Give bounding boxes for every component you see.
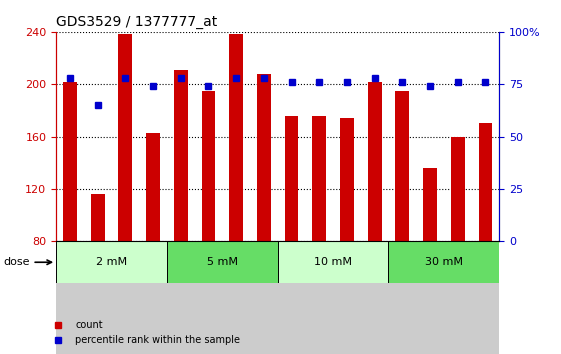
Bar xyxy=(91,194,104,241)
Bar xyxy=(56,241,499,354)
Bar xyxy=(174,70,188,241)
Bar xyxy=(388,241,499,283)
Bar xyxy=(479,124,493,241)
Bar xyxy=(396,91,410,241)
Text: 5 mM: 5 mM xyxy=(207,257,238,267)
Bar xyxy=(278,241,388,283)
Bar xyxy=(201,91,215,241)
Bar xyxy=(257,74,271,241)
Text: dose: dose xyxy=(3,257,52,267)
Bar xyxy=(284,116,298,241)
Bar xyxy=(56,241,167,283)
Bar xyxy=(229,34,243,241)
Text: GDS3529 / 1377777_at: GDS3529 / 1377777_at xyxy=(56,16,217,29)
Bar xyxy=(423,168,437,241)
Text: 2 mM: 2 mM xyxy=(96,257,127,267)
Text: 10 mM: 10 mM xyxy=(314,257,352,267)
Bar xyxy=(63,82,77,241)
Bar xyxy=(340,118,354,241)
Bar xyxy=(367,82,381,241)
Text: 30 mM: 30 mM xyxy=(425,257,463,267)
Bar xyxy=(312,116,326,241)
Bar xyxy=(118,34,132,241)
Bar xyxy=(451,137,465,241)
Bar xyxy=(146,133,160,241)
Legend: count, percentile rank within the sample: count, percentile rank within the sample xyxy=(44,316,244,349)
Bar xyxy=(167,241,278,283)
